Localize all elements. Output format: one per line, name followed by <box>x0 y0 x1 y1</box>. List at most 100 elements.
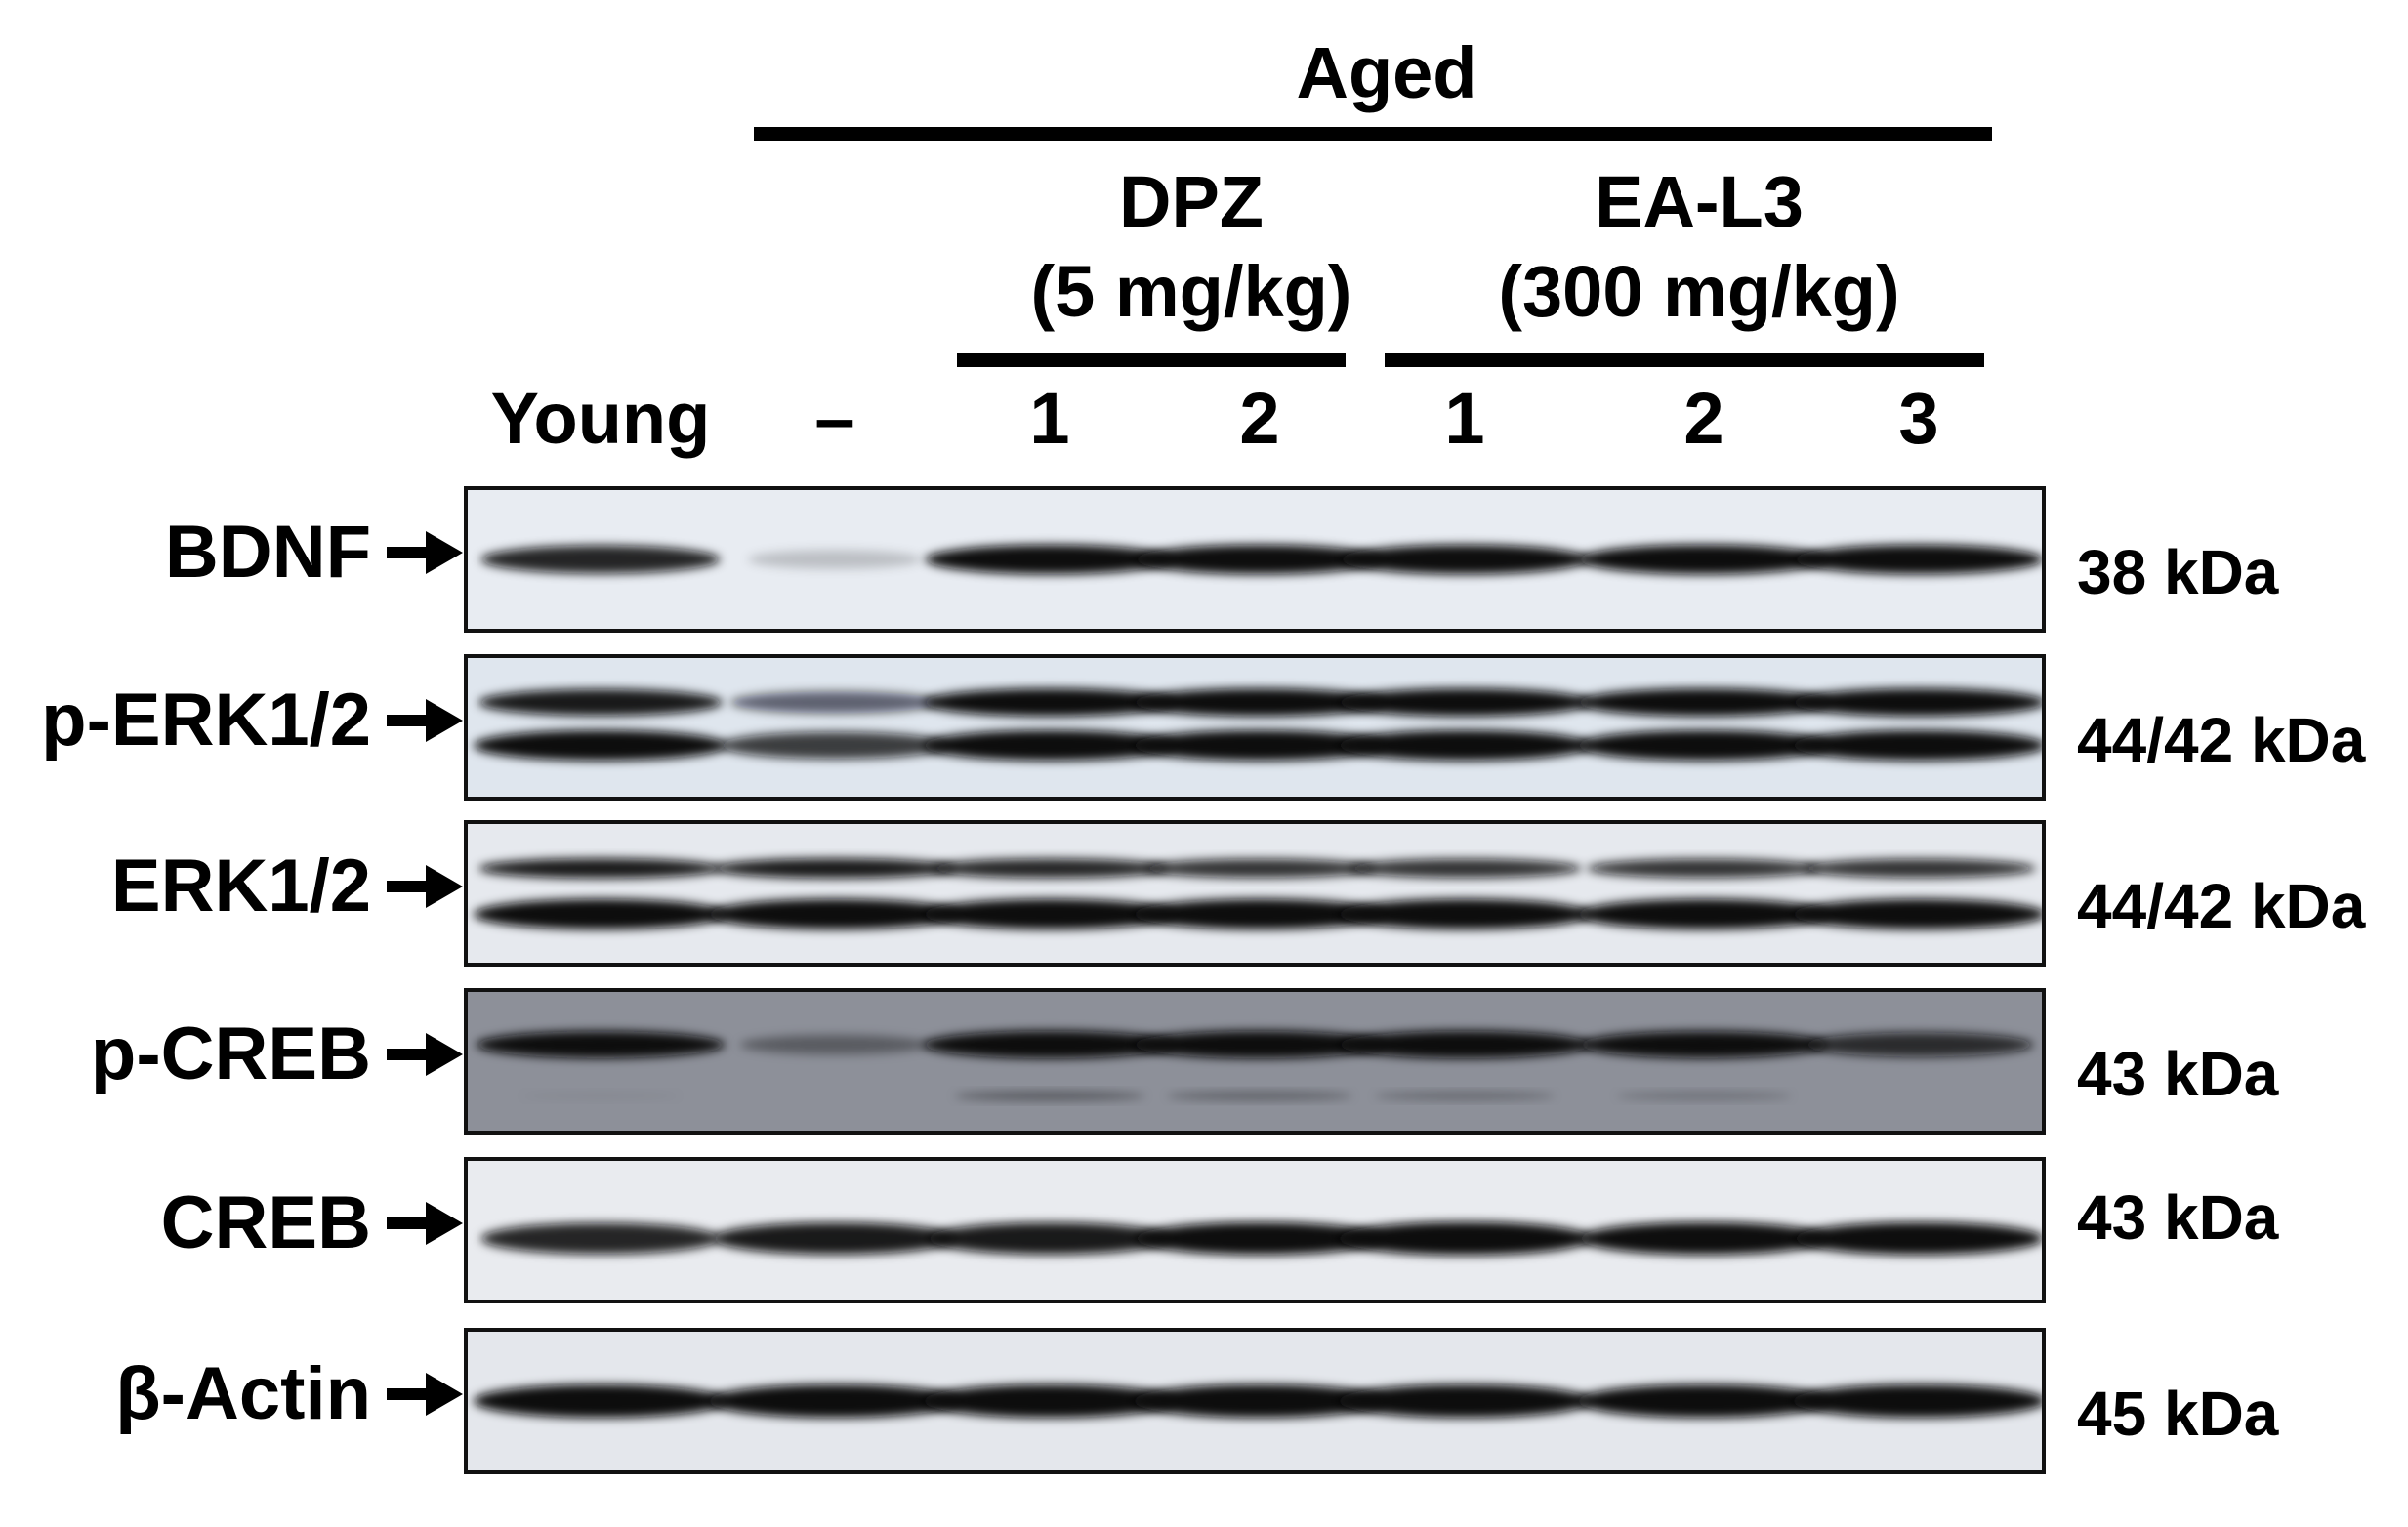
blot-band <box>708 898 962 929</box>
blot-band <box>1133 898 1387 929</box>
blot-band <box>930 858 1170 879</box>
blot-panel <box>464 820 2046 967</box>
blot-band <box>476 1031 726 1058</box>
blot-band <box>1802 858 2036 879</box>
molecular-weight-label: 43 kDa <box>2077 1039 2279 1109</box>
blot-band <box>1133 1030 1387 1059</box>
blot-band <box>1577 1383 1831 1419</box>
blot-band <box>739 1034 931 1055</box>
dpz-dose-label: (5 mg/kg) <box>1030 251 1352 332</box>
blot-band <box>1792 729 2042 762</box>
blot-band <box>923 688 1177 717</box>
blot-image <box>480 1221 2042 1256</box>
lane-label: 2 <box>1239 378 1280 459</box>
blot-panel <box>464 654 2046 801</box>
blot-band <box>1142 858 1377 879</box>
blot-band <box>729 691 940 714</box>
blot-image <box>474 688 2042 762</box>
blot-band <box>474 898 727 929</box>
blot-band <box>1579 1221 1829 1256</box>
arrow-right-icon <box>387 1373 463 1416</box>
blot-band <box>713 858 957 879</box>
blot-band <box>1133 1383 1387 1419</box>
blot-band <box>1577 898 1831 929</box>
blot-band <box>1792 898 2042 929</box>
blot-band <box>1338 729 1592 762</box>
molecular-weight-label: 38 kDa <box>2077 537 2279 607</box>
blot-band <box>519 1092 682 1100</box>
blot-band <box>1578 544 1830 575</box>
blot-band <box>1338 1030 1592 1059</box>
blot-band <box>1577 729 1831 762</box>
blot-band <box>1135 1221 1385 1256</box>
blot-band <box>708 1383 962 1419</box>
arrow-right-icon <box>387 531 463 574</box>
molecular-weight-label: 44/42 kDa <box>2077 705 2366 775</box>
blot-band <box>1338 898 1592 929</box>
dpz-group-bar <box>957 353 1346 367</box>
blot-band <box>1616 1091 1792 1101</box>
lane-label: 3 <box>1898 378 1939 459</box>
blot-panel <box>464 988 2046 1135</box>
blot-band <box>1338 688 1592 717</box>
lane-label: 2 <box>1683 378 1724 459</box>
blot-band <box>1794 544 2042 575</box>
molecular-weight-label: 44/42 kDa <box>2077 871 2366 941</box>
blot-image <box>474 1383 2042 1419</box>
blot-band <box>480 545 721 574</box>
arrow-right-icon <box>387 1202 463 1245</box>
protein-label: ERK1/2 <box>110 845 371 928</box>
aged-group-bar <box>754 127 1992 141</box>
blot-band <box>925 544 1175 575</box>
lane-label: 1 <box>1444 378 1485 459</box>
blot-band <box>1133 729 1387 762</box>
blot-band <box>1577 688 1831 717</box>
ea-group-bar <box>1385 353 1984 367</box>
blot-band <box>1804 1032 2034 1057</box>
blot-band <box>720 731 950 760</box>
blot-band <box>1167 1091 1352 1101</box>
blot-image <box>474 858 2042 929</box>
blot-band <box>748 550 922 569</box>
dpz-group-label: DPZ <box>1119 161 1264 242</box>
blot-band <box>713 1222 957 1255</box>
aged-group-label: Aged <box>1296 32 1477 113</box>
protein-label: β-Actin <box>115 1352 371 1435</box>
blot-band <box>1579 1031 1829 1058</box>
protein-label: p-CREB <box>90 1012 371 1095</box>
blot-band <box>1348 858 1582 879</box>
lane-label: Young <box>490 378 711 459</box>
blot-band <box>1792 1383 2042 1419</box>
blot-band <box>923 1030 1177 1059</box>
blot-band <box>1792 688 2042 717</box>
blot-band <box>478 688 723 717</box>
blot-band <box>1374 1091 1556 1101</box>
protein-label: p-ERK1/2 <box>41 679 371 762</box>
blot-band <box>923 729 1177 762</box>
blot-band <box>480 1222 721 1255</box>
blot-band <box>474 729 727 762</box>
protein-label: CREB <box>160 1181 371 1264</box>
blot-band <box>1338 1221 1592 1256</box>
blot-band <box>1587 858 1821 879</box>
ea-group-label: EA-L3 <box>1595 161 1804 242</box>
blot-band <box>954 1091 1145 1101</box>
arrow-right-icon <box>387 699 463 742</box>
blot-band <box>1340 544 1590 575</box>
blot-band <box>1135 544 1385 575</box>
blot-band <box>1338 1383 1592 1419</box>
protein-label: BDNF <box>164 511 371 594</box>
molecular-weight-label: 45 kDa <box>2077 1379 2279 1449</box>
blot-band <box>923 1383 1177 1419</box>
arrow-right-icon <box>387 865 463 908</box>
blot-band <box>478 858 723 879</box>
blot-panel <box>464 1157 2046 1303</box>
arrow-right-icon <box>387 1033 463 1076</box>
blot-band <box>923 898 1177 929</box>
lane-label: 1 <box>1029 378 1070 459</box>
blot-image <box>476 1030 2034 1101</box>
blot-panel <box>464 1328 2046 1474</box>
molecular-weight-label: 43 kDa <box>2077 1182 2279 1253</box>
ea-dose-label: (300 mg/kg) <box>1498 251 1900 332</box>
